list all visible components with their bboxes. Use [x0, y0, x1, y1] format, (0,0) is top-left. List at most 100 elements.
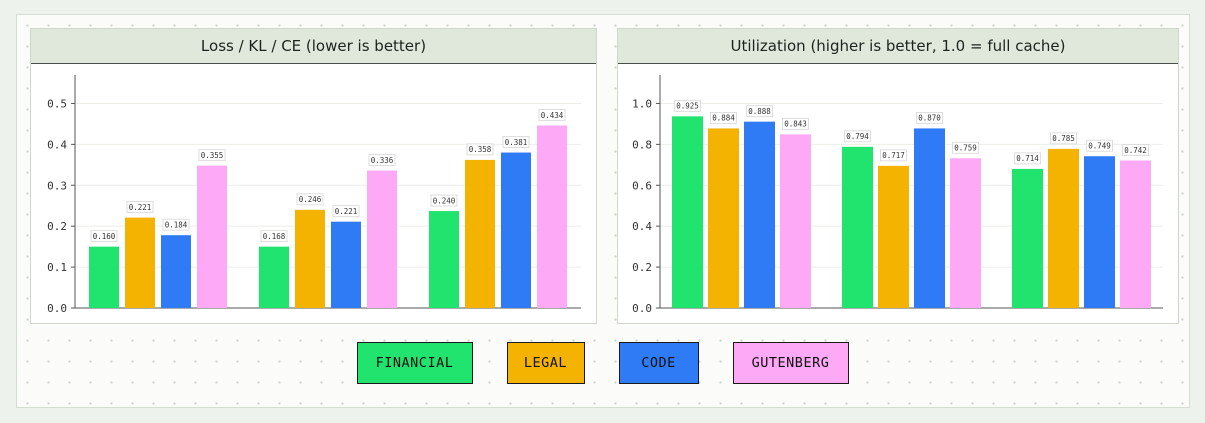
- loss-data-label-box: [466, 143, 494, 156]
- loss-ytick-label: 0.0: [47, 302, 67, 315]
- util-bar-financial: [672, 116, 703, 308]
- util-ytick-label: 0.8: [632, 138, 652, 151]
- util-data-label-box: [674, 99, 701, 112]
- loss-chart-title: Loss / KL / CE (lower is better): [31, 29, 596, 64]
- loss-data-label-box: [126, 201, 154, 213]
- loss-data-label-box: [90, 230, 118, 243]
- loss-data-label: 0.168: [263, 232, 286, 241]
- loss-data-label: 0.240: [433, 196, 456, 205]
- util-category-label: Eval Util (Cont): [1031, 322, 1133, 324]
- loss-category-label: Eval KL: [303, 322, 353, 324]
- legend-item-legal: LEGAL: [506, 342, 585, 384]
- loss-bar-code: [501, 152, 531, 308]
- util-bar-code: [1084, 156, 1115, 308]
- util-data-label: 0.925: [676, 102, 699, 111]
- legend-item-financial: FINANCIAL: [356, 342, 473, 384]
- util-bar-code: [914, 128, 945, 308]
- loss-ytick-label: 0.4: [47, 138, 67, 151]
- loss-category-label: Train Loss (KL): [108, 322, 207, 324]
- loss-category-label: Eval CE: [473, 322, 524, 324]
- loss-data-label-box: [198, 149, 226, 162]
- legend-item-code: CODE: [618, 342, 699, 384]
- loss-ytick-label: 0.5: [47, 97, 67, 110]
- loss-ytick-label: 0.3: [47, 179, 67, 192]
- loss-data-label-box: [162, 218, 190, 231]
- util-data-label: 0.785: [1052, 134, 1075, 143]
- util-bar-legal: [708, 128, 739, 308]
- util-data-label: 0.742: [1124, 146, 1147, 155]
- util-ytick-label: 1.0: [632, 97, 652, 110]
- loss-bar-financial: [429, 211, 459, 308]
- util-data-label: 0.714: [1016, 154, 1039, 163]
- util-data-label-box: [1086, 139, 1113, 152]
- util-bar-financial: [842, 146, 873, 308]
- loss-bar-financial: [259, 246, 289, 308]
- loss-data-label: 0.381: [505, 138, 528, 147]
- util-bar-gutenberg: [1120, 160, 1151, 308]
- loss-bar-legal: [295, 209, 325, 308]
- util-data-label-box: [880, 149, 907, 162]
- util-bar-financial: [1012, 168, 1043, 308]
- loss-data-label: 0.184: [165, 220, 188, 229]
- util-data-label-box: [1014, 152, 1041, 165]
- util-bar-gutenberg: [780, 134, 811, 308]
- util-category-label: Eval Util (CE): [697, 322, 785, 324]
- loss-chart: 0.0 0.1 0.2 0.3 0.4 0.5 0.160 0.221 0.184 0.355 Tr…: [47, 75, 581, 324]
- util-data-label: 0.717: [882, 151, 905, 160]
- util-ytick-label: 0.4: [632, 220, 652, 233]
- loss-data-label-box: [368, 154, 396, 166]
- util-data-label-box: [746, 105, 773, 118]
- util-data-label-box: [710, 112, 737, 124]
- loss-data-label: 0.246: [299, 195, 322, 204]
- loss-data-label: 0.355: [201, 151, 224, 160]
- util-data-label-box: [1050, 132, 1077, 145]
- loss-bar-legal: [125, 217, 155, 308]
- util-data-label: 0.870: [918, 114, 941, 123]
- util-data-label: 0.843: [784, 120, 807, 129]
- util-category-label: Eval Util (MCQ: [863, 322, 960, 324]
- util-ytick-label: 0.0: [632, 302, 652, 315]
- loss-bar-financial: [89, 246, 119, 308]
- util-ytick-label: 0.2: [632, 261, 652, 274]
- legend-item-gutenberg: GUTENBERG: [732, 342, 849, 384]
- util-bar-gutenberg: [950, 158, 981, 308]
- util-data-label: 0.888: [748, 107, 771, 116]
- util-data-label-box: [1122, 144, 1149, 156]
- loss-bar-code: [331, 221, 361, 308]
- util-data-label: 0.749: [1088, 142, 1111, 151]
- util-bar-legal: [878, 165, 909, 308]
- loss-bar-gutenberg: [537, 125, 567, 308]
- loss-data-label: 0.221: [335, 207, 358, 216]
- loss-data-label: 0.434: [541, 111, 564, 120]
- loss-data-label-box: [296, 193, 324, 206]
- loss-chart-panel: Loss / KL / CE (lower is better) 0.0 0.1 0…: [30, 28, 597, 324]
- utilization-chart-title: Utilization (higher is better, 1.0 = ful…: [618, 29, 1178, 64]
- loss-bar-gutenberg: [367, 170, 397, 308]
- loss-data-label: 0.358: [469, 145, 492, 154]
- legend: FINANCIAL LEGAL CODE GUTENBERG: [0, 342, 1205, 384]
- util-data-label-box: [844, 130, 871, 143]
- loss-data-label-box: [430, 194, 458, 207]
- util-ytick-label: 0.6: [632, 179, 652, 192]
- util-bar-legal: [1048, 148, 1079, 308]
- loss-data-label: 0.160: [93, 232, 116, 241]
- loss-ytick-label: 0.2: [47, 220, 67, 233]
- loss-bar-legal: [465, 159, 495, 308]
- util-data-label-box: [782, 117, 809, 130]
- loss-data-label-box: [502, 136, 530, 148]
- utilization-chart-panel: Utilization (higher is better, 1.0 = ful…: [617, 28, 1179, 324]
- loss-bar-code: [161, 235, 191, 308]
- utilization-chart: 0.0 0.2 0.4 0.6 0.8 1.0 0.925 0.884 0.888 0.843 Ev…: [632, 75, 1163, 324]
- util-data-label: 0.884: [712, 114, 735, 123]
- loss-data-label-box: [332, 205, 360, 218]
- util-data-label-box: [916, 112, 943, 124]
- util-bar-code: [744, 121, 775, 308]
- loss-data-label: 0.336: [371, 156, 394, 165]
- util-data-label-box: [952, 141, 979, 154]
- util-data-label: 0.759: [954, 144, 977, 153]
- loss-data-label: 0.221: [129, 203, 152, 212]
- loss-bar-gutenberg: [197, 165, 227, 308]
- loss-data-label-box: [538, 109, 566, 121]
- loss-data-label-box: [260, 230, 288, 243]
- loss-ytick-label: 0.1: [47, 261, 67, 274]
